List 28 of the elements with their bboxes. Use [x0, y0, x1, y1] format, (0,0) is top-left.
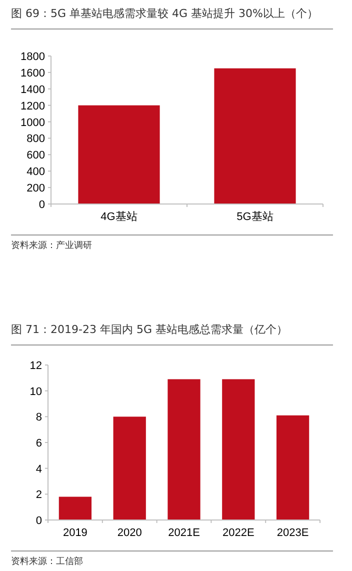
y-tick-label: 10	[30, 386, 42, 398]
y-tick-label: 4	[36, 463, 42, 476]
text: 资料来源：产业调研	[11, 240, 92, 251]
y-tick-label: 200	[26, 182, 45, 195]
x-tick-label: 4G基站	[100, 210, 138, 223]
y-tick-label: 8	[36, 412, 42, 424]
x-tick-label: 2020	[117, 527, 142, 539]
y-tick-label: 600	[26, 150, 45, 162]
y-tick-label: 1600	[20, 67, 45, 80]
y-tick-label: 12	[30, 360, 42, 372]
x-tick-label: 2022E	[222, 527, 254, 539]
y-tick-label: 0	[38, 199, 45, 211]
y-tick-label: 400	[26, 166, 45, 178]
y-tick-label: 1200	[20, 100, 45, 112]
chart-title: 图 69：5G 单基站电感需求量较 4G 基站提升 30%以上（个）	[11, 7, 318, 20]
y-tick-label: 1800	[20, 51, 45, 63]
chart-title: 图 71：2019-23 年国内 5G 基站电感总需求量（亿个）	[11, 323, 288, 336]
y-tick-label: 1400	[20, 84, 45, 96]
x-tick-label: 2023E	[276, 527, 309, 539]
y-tick-label: 0	[36, 515, 42, 527]
text: 资料来源：工信部	[11, 556, 83, 567]
y-tick-label: 800	[26, 133, 45, 146]
x-tick-label: 2019	[62, 527, 88, 539]
x-tick-label: 2021E	[168, 527, 200, 539]
y-tick-label: 1000	[20, 116, 45, 129]
x-tick-label: 5G基站	[236, 210, 274, 223]
y-tick-label: 2	[36, 489, 42, 502]
y-tick-label: 6	[36, 438, 42, 450]
